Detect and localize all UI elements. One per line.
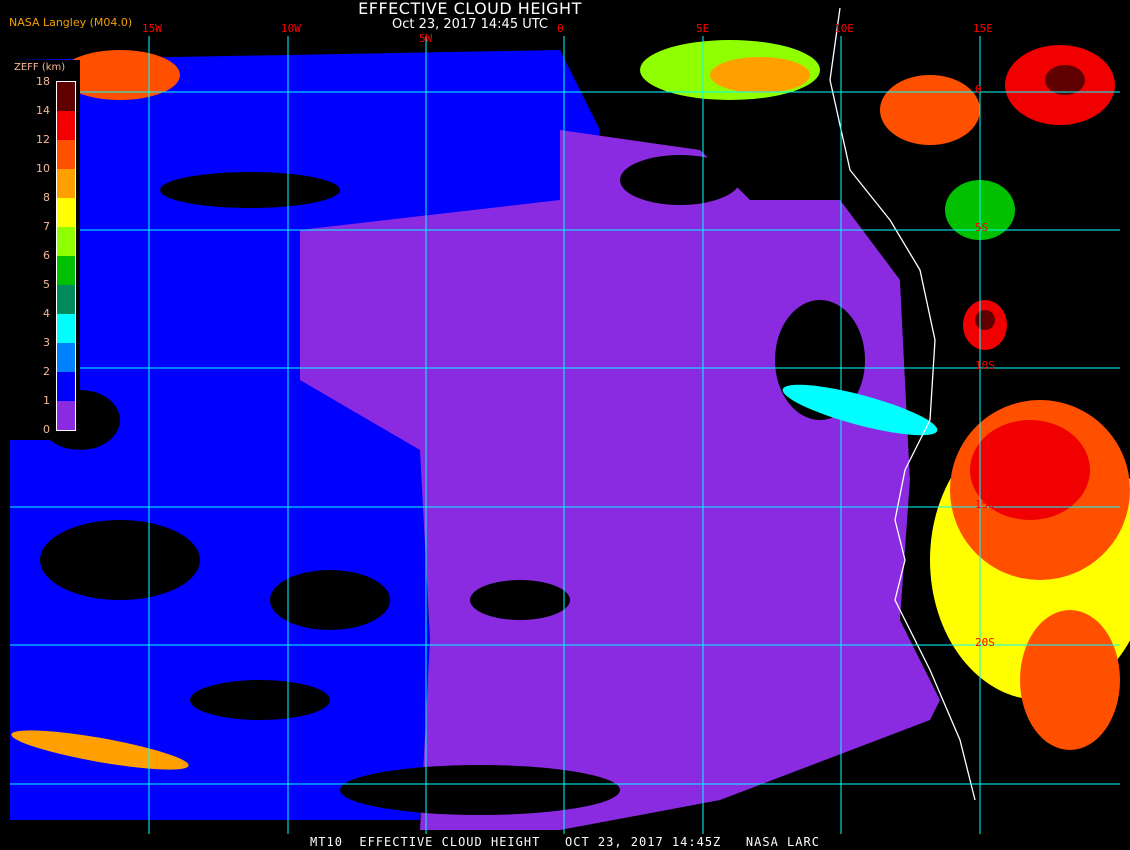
longitude-label: 15E (973, 22, 993, 35)
clear-sky-patches (40, 155, 865, 815)
brand-label: NASA Langley (M04.0) (9, 16, 133, 29)
legend-tick: 5 (43, 278, 50, 291)
colorbar (56, 81, 76, 431)
legend-tick: 6 (43, 249, 50, 262)
latitude-label: 0 (975, 83, 982, 96)
colorbar-swatch (57, 401, 75, 430)
legend-tick: 7 (43, 220, 50, 233)
colorbar-swatch (57, 169, 75, 198)
legend-tick: 14 (36, 104, 50, 117)
legend-tick: 12 (36, 133, 50, 146)
longitude-label: 10E (834, 22, 854, 35)
longitude-label: 15W (142, 22, 162, 35)
latitude-label: 5S (975, 221, 989, 234)
color-legend: ZEFF (km) 18 14 12 10 8 7 6 5 4 3 2 1 0 (10, 60, 80, 440)
legend-tick: 2 (43, 365, 50, 378)
longitude-label: 5E (696, 22, 710, 35)
legend-tick: 3 (43, 336, 50, 349)
colorbar-swatch (57, 227, 75, 256)
latitude-label: 15S (975, 498, 995, 511)
map-title: EFFECTIVE CLOUD HEIGHT (358, 0, 582, 18)
map-datetime: Oct 23, 2017 14:45 UTC (392, 17, 548, 32)
coastline (829, 7, 976, 801)
legend-tick: 0 (43, 423, 50, 436)
longitude-label: 10W (281, 22, 301, 35)
legend-tick: 1 (43, 394, 50, 407)
legend-tick: 18 (36, 75, 50, 88)
latitude-label: 20S (975, 636, 995, 649)
longitude-label: 0 (557, 22, 564, 35)
colorbar-swatch (57, 372, 75, 401)
footer-caption: MT10 EFFECTIVE CLOUD HEIGHT OCT 23, 2017… (310, 835, 820, 849)
colorbar-swatch (57, 111, 75, 140)
colorbar-swatch (57, 198, 75, 227)
legend-tick: 4 (43, 307, 50, 320)
latitude-label: 10S (975, 359, 995, 372)
colorbar-swatch (57, 314, 75, 343)
legend-tick: 8 (43, 191, 50, 204)
legend-tick: 10 (36, 162, 50, 175)
colorbar-swatch (57, 82, 75, 111)
colorbar-swatch (57, 256, 75, 285)
colorbar-swatch (57, 343, 75, 372)
lat-lon-grid (10, 36, 1120, 834)
colorbar-swatch (57, 285, 75, 314)
longitude-label: 5W (419, 32, 433, 45)
colorbar-swatch (57, 140, 75, 169)
legend-title: ZEFF (km) (14, 62, 66, 73)
